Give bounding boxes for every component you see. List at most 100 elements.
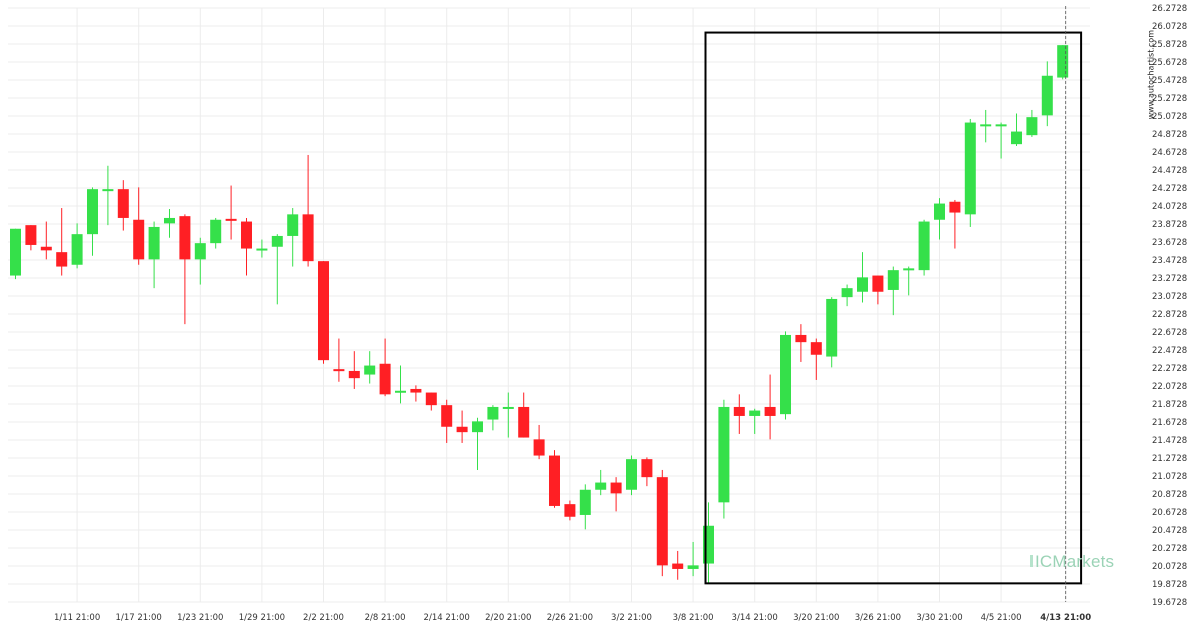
y-tick-label: 21.6728 xyxy=(1152,418,1187,428)
y-tick-label: 24.2728 xyxy=(1152,184,1187,194)
y-tick-label: 19.6728 xyxy=(1152,598,1187,608)
candle-body xyxy=(456,426,468,433)
candle-body xyxy=(56,252,68,267)
candle-body xyxy=(733,406,745,416)
candle-body xyxy=(718,406,730,503)
candle-body xyxy=(672,563,684,569)
candle-body xyxy=(25,225,37,245)
candle xyxy=(872,275,884,305)
y-tick-label: 23.0728 xyxy=(1152,292,1187,302)
candle xyxy=(1057,45,1069,80)
candle xyxy=(1041,61,1053,127)
candle-body xyxy=(302,214,314,262)
y-tick-label: 21.8728 xyxy=(1152,400,1187,410)
candle xyxy=(425,392,437,411)
x-tick-label: 2/20 21:00 xyxy=(485,613,531,623)
candle xyxy=(857,252,868,303)
y-tick-label: 25.0728 xyxy=(1152,112,1187,122)
x-tick-label: 1/23 21:00 xyxy=(177,613,223,623)
candle xyxy=(395,365,406,404)
candle xyxy=(780,331,791,420)
candle-body xyxy=(225,218,237,221)
x-tick-label: 4/13 21:00 xyxy=(1040,613,1091,623)
y-tick-label: 22.0728 xyxy=(1152,382,1187,392)
candle xyxy=(810,338,822,380)
candle-body xyxy=(533,439,545,456)
x-tick-label: 3/8 21:00 xyxy=(673,613,714,623)
candle-body xyxy=(980,124,992,127)
candle xyxy=(703,502,714,584)
y-tick-label: 23.4728 xyxy=(1152,256,1187,266)
candle xyxy=(564,500,576,521)
candle xyxy=(472,417,483,470)
y-tick-label: 24.6728 xyxy=(1152,148,1187,158)
candle xyxy=(718,399,730,519)
candle xyxy=(102,165,114,226)
candle xyxy=(826,297,838,368)
candle-body xyxy=(518,406,530,438)
y-tick-label: 20.4728 xyxy=(1152,526,1187,536)
candle xyxy=(133,187,145,265)
candle xyxy=(733,394,745,434)
candle xyxy=(795,324,807,362)
x-tick-label: 3/14 21:00 xyxy=(732,613,778,623)
candle xyxy=(764,374,776,440)
overlay xyxy=(704,6,1083,602)
candle-body xyxy=(795,334,807,343)
candle xyxy=(410,385,422,402)
pattern-highlight-box xyxy=(704,31,1083,585)
candle-body xyxy=(1041,75,1053,116)
candle xyxy=(40,221,52,260)
candle xyxy=(749,408,761,434)
candle xyxy=(1026,109,1038,137)
candle-body xyxy=(656,477,668,566)
x-tick-label: 2/2 21:00 xyxy=(303,613,344,623)
candle-body xyxy=(903,268,915,271)
candle-body xyxy=(210,219,222,244)
y-tick-label: 25.2728 xyxy=(1152,94,1187,104)
candle xyxy=(641,457,653,487)
candle xyxy=(117,180,129,231)
y-tick-label: 23.8728 xyxy=(1152,220,1187,230)
candle-body xyxy=(502,406,514,409)
candle xyxy=(1011,113,1022,146)
candle xyxy=(687,541,699,577)
candle-body xyxy=(194,243,206,260)
candle xyxy=(210,217,222,249)
candle xyxy=(533,424,545,460)
candle xyxy=(610,477,622,512)
candle-body xyxy=(641,459,653,478)
candle xyxy=(164,208,175,238)
brand-logo: ICMarkets xyxy=(1030,552,1114,572)
candle-body xyxy=(549,455,560,506)
candle-body xyxy=(179,216,191,260)
y-tick-label: 23.6728 xyxy=(1152,238,1187,248)
candle-body xyxy=(918,221,930,271)
candle-body xyxy=(441,405,453,427)
candles xyxy=(10,45,1069,584)
x-tick-label: 2/8 21:00 xyxy=(365,613,406,623)
x-tick-label: 3/26 21:00 xyxy=(855,613,901,623)
y-tick-label: 25.6728 xyxy=(1152,58,1187,68)
candle xyxy=(672,550,684,580)
candle xyxy=(549,450,560,508)
candle-body xyxy=(1057,45,1069,78)
candle-body xyxy=(87,189,98,235)
candle xyxy=(980,109,992,143)
y-tick-label: 20.6728 xyxy=(1152,508,1187,518)
y-tick-label: 24.0728 xyxy=(1152,202,1187,212)
candle-body xyxy=(117,189,129,218)
candle xyxy=(10,228,21,280)
y-axis: 26.2728 26.0728 25.8728 25.6728 25.4728 25.27… xyxy=(1152,4,1187,608)
candle-body xyxy=(348,370,360,379)
x-tick-label: 2/14 21:00 xyxy=(424,613,470,623)
candle-body xyxy=(164,217,175,224)
candle-body xyxy=(626,459,637,490)
candle xyxy=(887,266,899,316)
candle-body xyxy=(148,226,160,260)
brand-mark-icon xyxy=(1030,555,1033,567)
y-tick-label: 24.4728 xyxy=(1152,166,1187,176)
candle xyxy=(949,199,961,249)
y-tick-label: 20.0728 xyxy=(1152,562,1187,572)
